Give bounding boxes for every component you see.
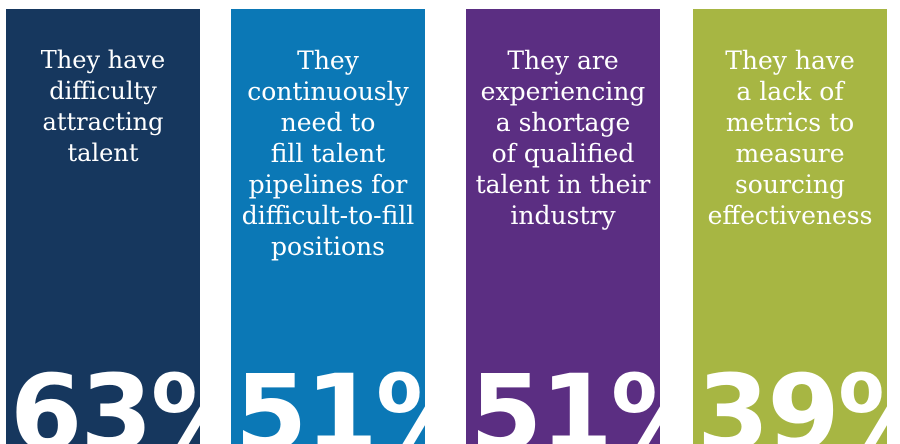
panel-percentage: 39% [697,352,887,444]
panel-description: They continuously need to fill talent pi… [241,46,415,261]
stat-panel-talent-shortage: They are experiencing a shortage of qual… [466,9,660,444]
panel-percentage: 51% [235,352,425,444]
panel-description: They have a lack of metrics to measure s… [707,46,873,230]
panel-description: They are experiencing a shortage of qual… [475,46,651,230]
panel-description: They have difficulty attracting talent [40,46,166,167]
stat-panel-attracting-talent: They have difficulty attracting talent 6… [6,9,200,444]
stat-panel-talent-pipelines: They continuously need to fill talent pi… [231,9,425,444]
stat-panel-sourcing-metrics: They have a lack of metrics to measure s… [693,9,887,444]
panel-percentage: 51% [470,352,660,444]
panel-percentage: 63% [10,352,200,444]
